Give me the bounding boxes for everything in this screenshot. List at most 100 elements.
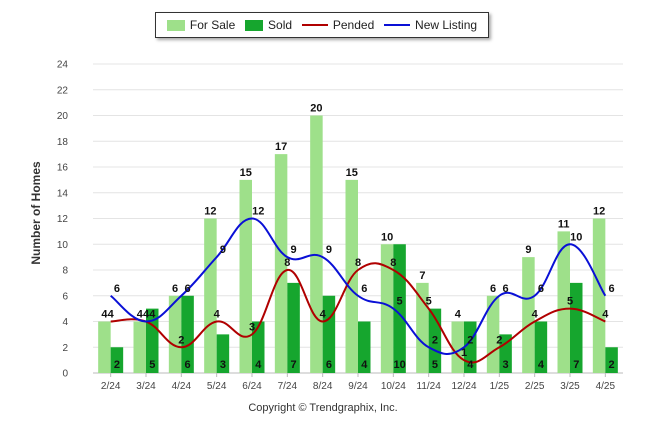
legend-label-pended: Pended: [332, 18, 375, 32]
copyright-footer: Copyright © Trendgraphix, Inc.: [248, 402, 398, 414]
data-label-sold-12: 4: [538, 359, 545, 371]
bar-sold-5: [287, 282, 300, 373]
legend-label-sold: Sold: [268, 18, 293, 32]
bar-for-sale-14: [592, 218, 606, 373]
data-label-new-listing-5: 9: [291, 244, 297, 256]
legend-item-pended: Pended: [301, 18, 375, 32]
line-new-listing: [110, 217, 607, 356]
data-label-sold-2: 6: [185, 359, 191, 371]
y-tick-label-14: 14: [57, 188, 69, 199]
bar-for-sale-6: [310, 115, 323, 373]
data-label-sold-5: 7: [291, 359, 297, 371]
data-label-new-listing-9: 2: [432, 334, 438, 346]
x-tick-label-2-25: 2/25: [525, 381, 545, 392]
data-label-pended-4: 3: [249, 321, 255, 333]
bar-sold-12: [534, 321, 548, 373]
x-tick-label-1-25: 1/25: [490, 381, 510, 392]
data-label-new-listing-3: 9: [220, 244, 226, 256]
bar-sold-11: [499, 334, 512, 373]
legend-swatch-pended: [301, 24, 328, 26]
data-label-new-listing-0: 6: [114, 283, 120, 295]
data-label-new-listing-4: 12: [252, 206, 264, 218]
legend-item-new-listing: New Listing: [384, 18, 477, 32]
data-label-sold-3: 3: [220, 359, 226, 371]
data-label-for-sale-3: 12: [204, 206, 216, 218]
data-label-pended-11: 2: [496, 334, 502, 346]
data-label-for-sale-4: 15: [240, 167, 252, 179]
bar-for-sale-12: [522, 257, 535, 373]
data-label-new-listing-8: 5: [397, 296, 403, 308]
data-label-new-listing-1: 4: [149, 309, 156, 321]
bar-sold-2: [181, 295, 194, 373]
y-tick-label-8: 8: [62, 266, 68, 277]
bar-sold-1: [146, 308, 159, 373]
y-tick-label-22: 22: [57, 85, 69, 96]
y-tick-label-20: 20: [57, 111, 69, 122]
data-label-sold-6: 6: [326, 359, 332, 371]
data-label-new-listing-10: 2: [467, 334, 473, 346]
data-label-for-sale-2: 6: [172, 283, 178, 295]
x-tick-label-4-25: 4/25: [596, 381, 616, 392]
data-label-sold-9: 5: [432, 359, 438, 371]
legend: For Sale Sold Pended New Listing: [155, 12, 489, 38]
data-label-pended-1: 4: [143, 309, 150, 321]
data-label-for-sale-9: 7: [419, 270, 425, 282]
bar-sold-7: [358, 321, 371, 373]
x-tick-label-6-24: 6/24: [242, 381, 262, 392]
data-label-sold-1: 5: [149, 359, 155, 371]
x-tick-label-9-24: 9/24: [348, 381, 368, 392]
data-label-pended-13: 5: [567, 296, 573, 308]
x-tick-label-7-24: 7/24: [278, 381, 298, 392]
data-label-for-sale-14: 12: [593, 206, 605, 218]
legend-swatch-new-listing: [384, 24, 411, 26]
data-label-pended-14: 4: [602, 309, 609, 321]
data-label-sold-7: 4: [361, 359, 368, 371]
y-tick-label-16: 16: [57, 163, 69, 174]
bar-for-sale-13: [557, 231, 570, 373]
x-tick-label-2-24: 2/24: [101, 381, 121, 392]
x-tick-label-3-24: 3/24: [136, 381, 156, 392]
data-label-pended-5: 8: [284, 257, 290, 269]
data-label-sold-11: 3: [503, 359, 509, 371]
legend-swatch-for-sale: [166, 19, 185, 31]
legend-label-for-sale: For Sale: [189, 18, 236, 32]
bar-for-sale-10: [451, 321, 464, 373]
data-label-pended-8: 8: [390, 257, 396, 269]
data-label-for-sale-10: 4: [455, 309, 462, 321]
y-tick-label-6: 6: [62, 291, 68, 302]
x-tick-label-5-24: 5/24: [207, 381, 227, 392]
data-label-for-sale-1: 4: [137, 309, 144, 321]
data-label-sold-13: 7: [573, 359, 579, 371]
data-label-pended-7: 8: [355, 257, 361, 269]
data-label-for-sale-13: 11: [558, 218, 570, 230]
data-label-pended-6: 4: [320, 309, 327, 321]
bar-for-sale-0: [98, 321, 111, 373]
bar-for-sale-1: [133, 321, 146, 373]
y-tick-label-10: 10: [57, 240, 69, 251]
data-label-pended-10: 1: [461, 347, 467, 359]
line-pended: [110, 262, 606, 364]
data-label-for-sale-5: 17: [275, 141, 287, 153]
data-label-new-listing-2: 6: [185, 283, 191, 295]
data-label-pended-3: 4: [214, 309, 221, 321]
y-axis-title: Number of Homes: [29, 161, 43, 265]
bar-sold-3: [216, 334, 230, 373]
x-tick-label-8-24: 8/24: [313, 381, 333, 392]
y-tick-label-24: 24: [57, 60, 69, 71]
y-tick-label-4: 4: [62, 317, 68, 328]
data-label-for-sale-0: 4: [101, 309, 108, 321]
data-label-sold-0: 2: [114, 359, 120, 371]
data-label-sold-8: 10: [393, 359, 405, 371]
x-tick-label-12-24: 12/24: [451, 381, 476, 392]
bar-sold-4: [252, 321, 265, 373]
data-label-new-listing-7: 6: [361, 283, 367, 295]
x-tick-label-11-24: 11/24: [417, 381, 442, 392]
data-label-new-listing-13: 10: [570, 231, 582, 243]
x-tick-label-3-25: 3/25: [560, 381, 580, 392]
y-tick-label-0: 0: [62, 369, 68, 380]
y-tick-label-12: 12: [57, 214, 69, 225]
legend-label-new-listing: New Listing: [415, 18, 478, 32]
data-label-for-sale-7: 15: [346, 167, 358, 179]
